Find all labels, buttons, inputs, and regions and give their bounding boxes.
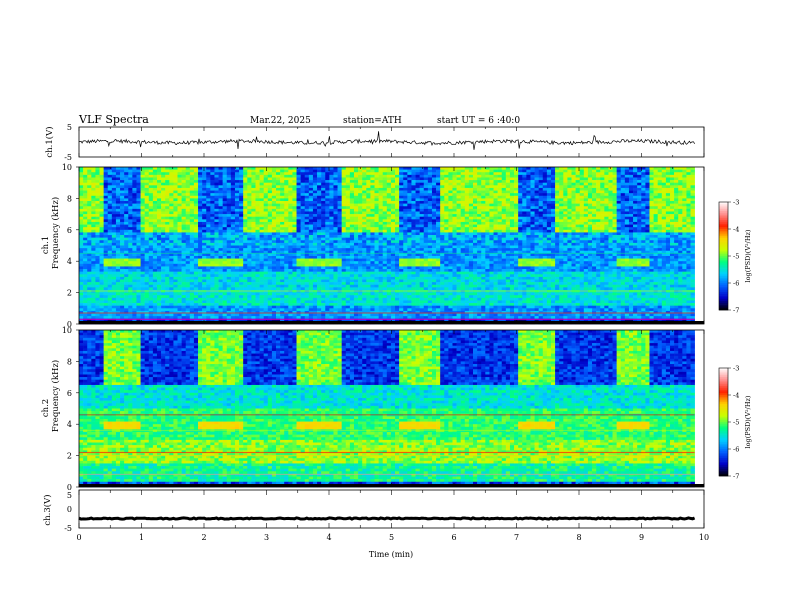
spec-ytick-label: 0	[67, 320, 72, 329]
colorbar-tick-label: -3	[733, 199, 739, 207]
ch3-waveform-panel: 5 0 -5 ch.3(V) 0 1 2 3 4 5 6 7 8 9 10 Time (min)	[42, 489, 709, 559]
ch1-spectrogram-panel: 0 2 4 6 8 10 ch.1 Frequency (kHz)	[41, 163, 705, 329]
ch3-waveform-line	[78, 516, 696, 521]
spec-ytick-label: 10	[62, 326, 72, 335]
spec-ytick-label: 4	[67, 257, 72, 266]
x-tick-label: 8	[576, 533, 581, 542]
ch1-spec-ylabel-1: ch.1	[41, 236, 51, 254]
x-tick-label: 2	[201, 533, 206, 542]
colorbar-tick-label: -7	[733, 473, 739, 481]
ch2-colorbar-label: log(PSD)(V²/Hz)	[744, 395, 752, 448]
ch1-ytick-bottom: -5	[64, 153, 72, 162]
ch1-spec-ylabel-2: Frequency (kHz)	[50, 197, 61, 269]
ch1-colorbar-label: log(PSD)(V²/Hz)	[744, 229, 752, 282]
x-tick-label: 9	[639, 533, 644, 542]
spec-ytick-label: 6	[67, 226, 72, 235]
colorbar-tick-label: -5	[733, 419, 739, 427]
x-axis-label: Time (min)	[369, 550, 413, 559]
ch1-spectrogram-cells	[79, 167, 704, 325]
x-tick-label: 5	[389, 533, 394, 542]
ch1-x-ticks	[78, 127, 705, 157]
ch2-spec-ylabel-2: Frequency (kHz)	[50, 360, 61, 432]
spec-ytick-label: 10	[62, 163, 72, 172]
ch2-spec-x-ticks	[78, 330, 705, 487]
x-tick-label: 0	[76, 533, 81, 542]
ch2-spec-y-ticks: 0 2 4 6 8 10	[62, 326, 79, 492]
ch1-spec-y-ticks: 0 2 4 6 8 10	[62, 163, 79, 329]
spec-ytick-label: 6	[67, 389, 72, 398]
ch1-waveform-line	[78, 131, 695, 150]
date-label: Mar.22, 2025	[250, 116, 311, 126]
ch3-ylabel: ch.3(V)	[42, 494, 53, 525]
x-tick-label: 4	[326, 533, 331, 542]
start-ut-label: start UT = 6 :40:0	[437, 116, 520, 126]
colorbar-tick-label: -7	[733, 307, 739, 315]
spec-ytick-label: 2	[67, 289, 72, 298]
spec-ytick-label: 4	[67, 420, 72, 429]
spec-ytick-label: 0	[67, 483, 72, 492]
colorbar-tick-label: -4	[733, 392, 739, 400]
ch3-ytick-bottom: -5	[64, 524, 72, 533]
ch3-ytick-top: 5	[67, 491, 72, 500]
colorbar-tick-label: -4	[733, 226, 739, 234]
ch2-spec-ylabel-1: ch.2	[41, 399, 51, 417]
ch1-waveform-panel: 5 -5 ch.1(V)	[44, 123, 705, 162]
x-tick-labels: 0 1 2 3 4 5 6 7 8 9 10	[76, 533, 709, 542]
colorbar-tick-label: -3	[733, 365, 739, 373]
ch1-ylabel: ch.1(V)	[44, 126, 55, 157]
ch1-ytick-top: 5	[67, 123, 72, 132]
spec-ytick-label: 8	[67, 194, 72, 203]
ch2-colorbar: -3 -4 -5 -6 -7 log(PSD)(V²/Hz)	[718, 365, 752, 481]
spec-ytick-label: 8	[67, 357, 72, 366]
ch2-spectrogram-cells	[79, 330, 704, 488]
colorbar-tick-label: -6	[733, 280, 739, 288]
x-tick-label: 1	[139, 533, 144, 542]
spec-ytick-label: 2	[67, 452, 72, 461]
ch2-spectrogram-panel: 0 2 4 6 8 10 ch.2 Frequency (kHz)	[41, 326, 705, 492]
ch3-ytick-mid: 0	[67, 505, 72, 514]
x-tick-label: 6	[451, 533, 456, 542]
x-tick-label: 3	[264, 533, 269, 542]
colorbar-tick-label: -5	[733, 253, 739, 261]
ch3-x-ticks	[78, 490, 705, 528]
station-label: station=ATH	[343, 116, 402, 126]
x-tick-label: 10	[699, 533, 709, 542]
ch1-spec-x-ticks	[78, 167, 705, 324]
colorbar-tick-label: -6	[733, 446, 739, 454]
figure-title: VLF Spectra	[78, 113, 149, 126]
x-tick-label: 7	[514, 533, 519, 542]
ch1-colorbar: -3 -4 -5 -6 -7 log(PSD)(V²/Hz)	[718, 199, 752, 315]
